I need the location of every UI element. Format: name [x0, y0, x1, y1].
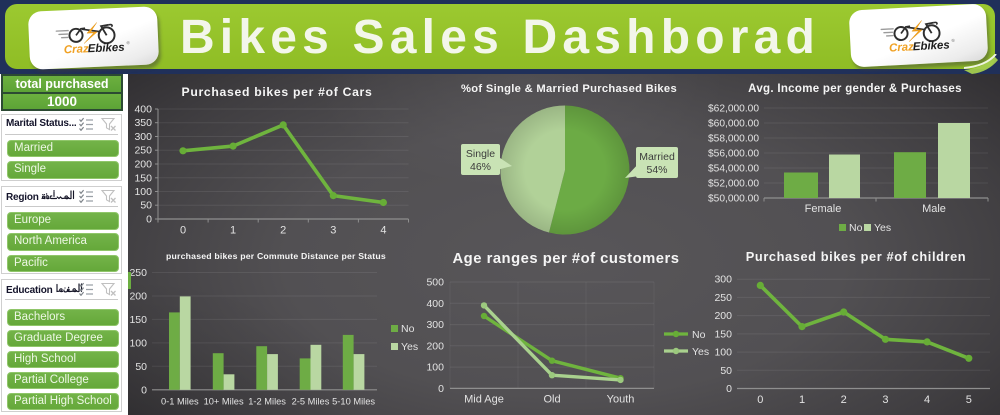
svg-text:Single: Single [466, 148, 495, 160]
svg-text:250: 250 [129, 267, 147, 279]
svg-text:100: 100 [134, 186, 152, 198]
svg-text:No: No [849, 222, 863, 234]
svg-text:$58,000.00: $58,000.00 [708, 134, 759, 145]
svg-text:Purchased bikes per #of childr: Purchased bikes per #of children [746, 249, 966, 264]
svg-text:150: 150 [129, 314, 147, 326]
svg-text:2-5 Miles: 2-5 Miles [292, 397, 330, 407]
svg-text:%of Single & Married Purchased: %of Single & Married Purchased Bikes [461, 83, 677, 95]
svg-text:Female: Female [805, 203, 842, 215]
svg-text:100: 100 [129, 337, 147, 349]
svg-text:0: 0 [757, 394, 763, 406]
svg-text:Male: Male [922, 203, 946, 215]
svg-text:Mid Age: Mid Age [464, 394, 504, 406]
svg-text:2: 2 [841, 394, 847, 406]
svg-text:1-2 Miles: 1-2 Miles [248, 397, 286, 407]
svg-text:Youth: Youth [607, 394, 635, 406]
svg-text:150: 150 [134, 172, 152, 184]
svg-text:50: 50 [720, 365, 732, 377]
svg-text:0: 0 [438, 383, 444, 395]
svg-text:Age ranges per #of customers: Age ranges per #of customers [453, 251, 680, 267]
svg-text:200: 200 [426, 340, 444, 352]
svg-text:0: 0 [141, 384, 147, 396]
svg-text:50: 50 [140, 200, 152, 212]
svg-text:Married: Married [639, 151, 675, 163]
svg-text:Craz: Craz [63, 43, 89, 56]
svg-text:$52,000.00: $52,000.00 [708, 179, 759, 190]
svg-text:4: 4 [380, 225, 386, 237]
svg-text:No: No [401, 323, 415, 335]
svg-text:300: 300 [134, 131, 152, 143]
svg-text:$50,000.00: $50,000.00 [708, 194, 759, 205]
svg-text:200: 200 [129, 291, 147, 303]
svg-text:Ebikes: Ebikes [87, 42, 124, 56]
svg-text:0: 0 [146, 214, 152, 226]
svg-text:No: No [692, 329, 706, 341]
svg-text:$54,000.00: $54,000.00 [708, 164, 759, 175]
svg-text:200: 200 [134, 159, 152, 171]
svg-text:1: 1 [230, 225, 236, 237]
svg-text:400: 400 [426, 298, 444, 310]
svg-text:purchased bikes per Commute Di: purchased bikes per Commute Distance per… [166, 251, 386, 261]
svg-text:4: 4 [924, 394, 930, 406]
svg-text:3: 3 [330, 225, 336, 237]
svg-text:Yes: Yes [692, 346, 709, 358]
svg-text:$60,000.00: $60,000.00 [708, 119, 759, 130]
svg-text:®: ® [951, 37, 955, 42]
svg-text:0-1 Miles: 0-1 Miles [161, 397, 199, 407]
svg-text:0: 0 [726, 383, 732, 395]
svg-text:300: 300 [426, 319, 444, 331]
svg-text:$56,000.00: $56,000.00 [708, 149, 759, 160]
svg-text:2: 2 [280, 225, 286, 237]
svg-text:3: 3 [882, 394, 888, 406]
svg-text:100: 100 [714, 347, 732, 359]
svg-text:5-10 Miles: 5-10 Miles [332, 397, 375, 407]
svg-text:200: 200 [714, 310, 732, 322]
svg-text:Yes: Yes [401, 341, 418, 353]
svg-text:400: 400 [134, 104, 152, 116]
svg-text:1: 1 [799, 394, 805, 406]
svg-text:$62,000.00: $62,000.00 [708, 104, 759, 115]
svg-text:50: 50 [135, 361, 147, 373]
svg-text:0: 0 [180, 225, 186, 237]
svg-text:100: 100 [426, 362, 444, 374]
svg-text:Yes: Yes [874, 222, 891, 234]
svg-text:250: 250 [134, 145, 152, 157]
svg-text:Ebikes: Ebikes [912, 39, 950, 53]
svg-text:350: 350 [134, 117, 152, 129]
svg-text:Craz: Craz [888, 41, 914, 54]
svg-text:Purchased bikes per #of Cars: Purchased bikes per #of Cars [182, 85, 373, 99]
svg-text:10+ Miles: 10+ Miles [204, 397, 244, 407]
svg-text:®: ® [126, 40, 130, 45]
svg-text:300: 300 [714, 274, 732, 286]
svg-text:54%: 54% [646, 164, 667, 176]
svg-text:150: 150 [714, 328, 732, 340]
svg-text:Avg. Income per gender & Purch: Avg. Income per gender & Purchases [748, 83, 962, 95]
svg-text:46%: 46% [470, 161, 491, 173]
svg-text:500: 500 [426, 277, 444, 289]
svg-text:250: 250 [714, 292, 732, 304]
svg-text:Old: Old [543, 394, 560, 406]
svg-text:5: 5 [966, 394, 972, 406]
